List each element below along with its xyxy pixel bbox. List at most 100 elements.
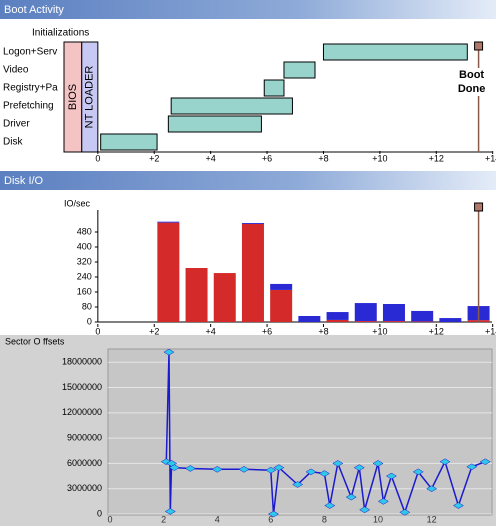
bar-segment bbox=[185, 268, 208, 322]
x-tick-label: +8 bbox=[318, 153, 328, 163]
boot-done-box: Boot Done bbox=[456, 68, 487, 96]
task-bar bbox=[167, 115, 262, 133]
x-tick-label: +10 bbox=[372, 326, 387, 336]
x-tick-label: +14 bbox=[485, 326, 496, 336]
x-tick-label: +14 bbox=[485, 153, 496, 163]
y-tick-label: 6000000 bbox=[67, 458, 102, 468]
y-tick-label: 3000000 bbox=[67, 483, 102, 493]
boot-done-handle bbox=[474, 41, 484, 51]
y-tick-label: 160 bbox=[77, 286, 92, 296]
y-tick-label: 15000000 bbox=[62, 382, 102, 392]
bar-segment bbox=[382, 321, 405, 322]
y-tick-label: 18000000 bbox=[62, 357, 102, 367]
sector-point bbox=[184, 465, 196, 472]
x-tick-label: 2 bbox=[161, 514, 166, 524]
x-tick-label: +12 bbox=[429, 326, 444, 336]
x-tick-label: 8 bbox=[322, 514, 327, 524]
sector-point bbox=[426, 485, 438, 492]
sector-point bbox=[479, 458, 491, 466]
bar-segment bbox=[411, 321, 434, 322]
y-tick-label: 400 bbox=[77, 241, 92, 251]
sector-point bbox=[385, 472, 397, 480]
y-tick-label: 0 bbox=[97, 508, 102, 518]
bar-segment bbox=[241, 223, 264, 224]
sector-point bbox=[332, 460, 344, 467]
sector-point bbox=[305, 468, 317, 476]
row-label: Registry+Pa bbox=[3, 83, 58, 94]
x-tick-label: +12 bbox=[429, 153, 444, 163]
panel-title: Disk I/O bbox=[4, 175, 44, 187]
sector-point bbox=[273, 464, 285, 471]
y-tick-label: 240 bbox=[77, 271, 92, 281]
bar-segment bbox=[270, 289, 293, 322]
sector-point bbox=[163, 348, 175, 356]
x-tick-label: +8 bbox=[318, 326, 328, 336]
task-bar bbox=[322, 43, 468, 61]
sector-point bbox=[324, 502, 336, 509]
bar-segment bbox=[354, 303, 377, 322]
bar-segment bbox=[354, 321, 377, 322]
sector-point bbox=[318, 470, 330, 477]
bar-segment bbox=[298, 316, 321, 322]
y-tick-label: 80 bbox=[82, 301, 92, 311]
sector-point bbox=[412, 468, 424, 476]
sector-point bbox=[353, 464, 365, 471]
sector-point bbox=[265, 466, 277, 474]
sector-point bbox=[268, 510, 279, 518]
y-tick-label: 0 bbox=[87, 316, 92, 326]
bar-segment bbox=[382, 304, 405, 322]
phase-box bbox=[81, 41, 99, 153]
x-tick-label: +4 bbox=[206, 153, 216, 163]
x-tick-label: 0 bbox=[95, 153, 100, 163]
sector-point bbox=[377, 498, 389, 505]
sector-point bbox=[168, 464, 180, 471]
row-label: Prefetching bbox=[3, 101, 54, 112]
y-label: Initializations bbox=[32, 28, 89, 39]
y-label: Sector O ffsets bbox=[5, 336, 65, 346]
sector-point bbox=[359, 506, 371, 514]
panel-header bbox=[0, 0, 496, 19]
sector-point bbox=[238, 466, 250, 473]
x-tick-label: +2 bbox=[149, 326, 159, 336]
sector-point bbox=[372, 460, 384, 467]
x-tick-label: 0 bbox=[95, 326, 100, 336]
bar-segment bbox=[326, 312, 349, 320]
sector-point bbox=[164, 508, 176, 515]
sector-point bbox=[452, 502, 464, 509]
y-tick-label: 480 bbox=[77, 226, 92, 236]
x-tick-label: +2 bbox=[149, 153, 159, 163]
y-tick-label: 12000000 bbox=[62, 407, 102, 417]
bar-segment bbox=[241, 223, 264, 322]
sector-point bbox=[439, 458, 451, 466]
x-tick-label: 4 bbox=[215, 514, 220, 524]
x-tick-label: +4 bbox=[206, 326, 216, 336]
y-tick-label: 9000000 bbox=[67, 432, 102, 442]
sector-point bbox=[292, 481, 304, 488]
plot-area bbox=[107, 348, 493, 516]
task-bar bbox=[170, 97, 293, 115]
task-bar bbox=[263, 79, 285, 97]
bar-segment bbox=[411, 310, 434, 322]
phase-label: NT LOADER bbox=[84, 66, 96, 129]
bar-segment bbox=[439, 318, 462, 322]
panel-header bbox=[0, 171, 496, 190]
bar-segment bbox=[326, 319, 349, 322]
task-bar bbox=[100, 133, 158, 151]
sector-point bbox=[211, 466, 223, 473]
task-bar bbox=[283, 61, 316, 79]
row-label: Video bbox=[3, 65, 29, 76]
panel-title: Boot Activity bbox=[4, 4, 64, 16]
x-tick-label: 12 bbox=[427, 514, 437, 524]
bar-segment bbox=[213, 273, 236, 322]
bar-segment bbox=[157, 221, 180, 223]
boot-done-handle bbox=[474, 202, 484, 212]
x-tick-label: +10 bbox=[372, 153, 387, 163]
sector-point bbox=[345, 493, 357, 501]
bar-segment bbox=[270, 283, 293, 290]
boot-done-label: Boot Done bbox=[456, 68, 487, 96]
x-tick-label: +6 bbox=[262, 153, 272, 163]
sector-point bbox=[466, 463, 478, 471]
row-label: Disk bbox=[3, 137, 23, 148]
x-tick-label: 10 bbox=[373, 514, 383, 524]
